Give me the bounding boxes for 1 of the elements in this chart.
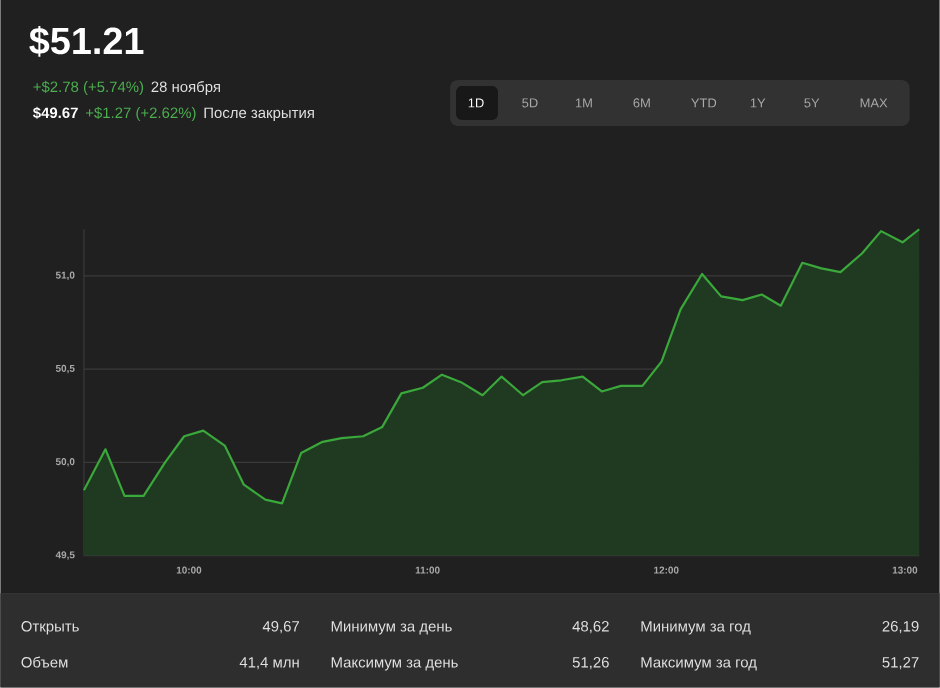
chart-title: $51.21 <box>29 26 144 58</box>
